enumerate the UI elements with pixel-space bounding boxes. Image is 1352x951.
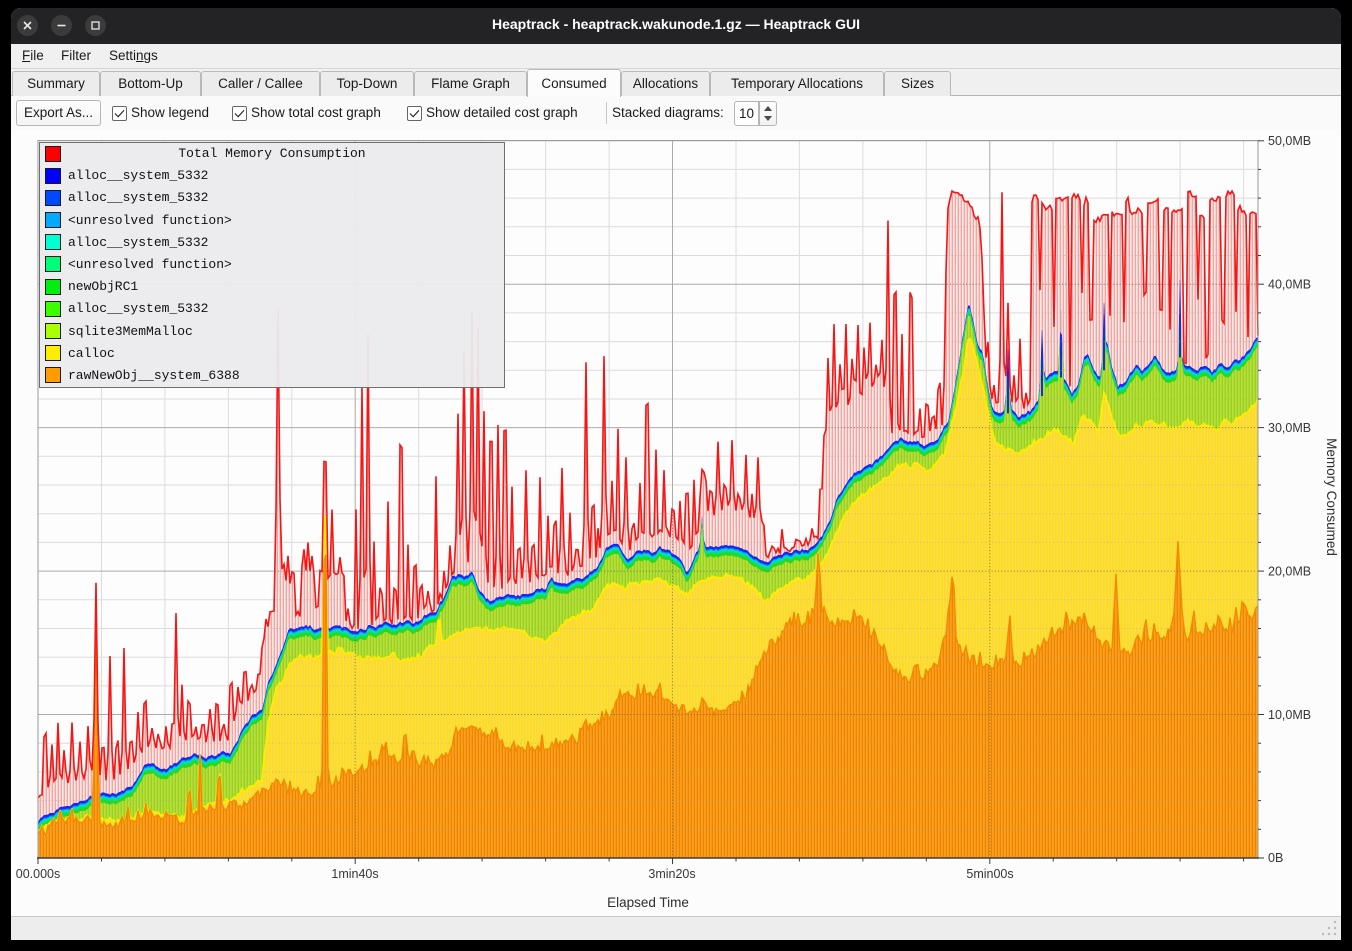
svg-text:1min40s: 1min40s — [331, 867, 378, 881]
svg-text:3min20s: 3min20s — [648, 867, 695, 881]
svg-text:00.000s: 00.000s — [16, 867, 60, 881]
svg-text:Elapsed Time: Elapsed Time — [607, 895, 689, 910]
svg-text:0B: 0B — [1268, 851, 1283, 865]
svg-text:20,0MB: 20,0MB — [1268, 564, 1311, 578]
svg-text:5min00s: 5min00s — [966, 867, 1013, 881]
svg-text:50,0MB: 50,0MB — [1268, 134, 1311, 148]
svg-text:40,0MB: 40,0MB — [1268, 277, 1311, 291]
svg-text:Memory Consumed: Memory Consumed — [1324, 438, 1339, 556]
svg-text:30,0MB: 30,0MB — [1268, 421, 1311, 435]
svg-text:10,0MB: 10,0MB — [1268, 708, 1311, 722]
